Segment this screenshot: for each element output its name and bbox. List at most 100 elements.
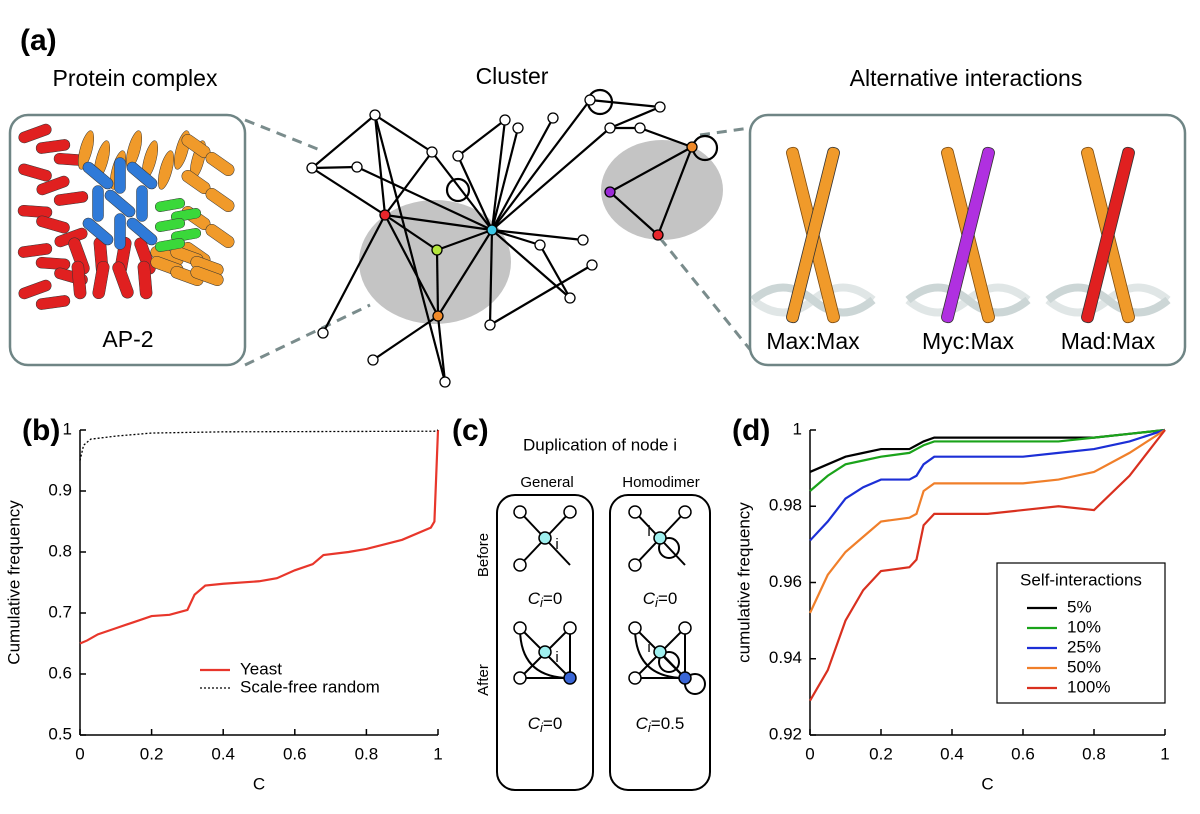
network-edge (384, 213, 493, 232)
helix (92, 185, 104, 222)
helix (82, 161, 114, 190)
panel-label: (c) (452, 414, 489, 447)
network-edge (457, 155, 493, 231)
x-tick-label: 0 (75, 744, 84, 763)
y-axis-label: Cumulative frequency (4, 500, 23, 665)
network-edge (491, 117, 554, 231)
network-node (432, 310, 444, 322)
legend-label: Yeast (240, 659, 282, 678)
helix (17, 204, 53, 219)
network-edge (491, 99, 591, 231)
legend-label: 5% (1067, 597, 1092, 616)
network-edge (490, 127, 520, 231)
helix (36, 215, 70, 234)
helix (104, 189, 136, 218)
helix (157, 150, 175, 190)
dna (1045, 283, 1171, 317)
network-edge (356, 166, 493, 231)
coefficient: Ci=0 (643, 589, 678, 610)
dimer-images (750, 146, 1171, 324)
network-edge (384, 214, 438, 251)
helix (134, 237, 156, 275)
coefficient-part: =0 (543, 714, 562, 733)
motif-edge (519, 627, 571, 679)
network-node (499, 114, 511, 126)
network-node (512, 122, 524, 134)
y-axis-label: cumulative frequency (734, 502, 753, 663)
legend-label: 25% (1067, 637, 1101, 656)
legend-label: 10% (1067, 617, 1101, 636)
legend-label: 100% (1067, 677, 1110, 696)
network-edge (311, 167, 386, 216)
helix (154, 238, 186, 252)
helix (205, 152, 235, 176)
coefficient-part: i (540, 720, 544, 735)
motif-node (628, 558, 642, 572)
helix (786, 146, 840, 324)
coefficient-part: C (636, 714, 649, 733)
network-edge (437, 229, 493, 317)
data-line (809, 429, 1166, 702)
x-tick-label: 0.2 (869, 744, 893, 763)
helix (205, 188, 235, 212)
network-node (604, 186, 616, 198)
zoom-line (658, 237, 754, 353)
self-loop (445, 177, 471, 203)
helix (71, 260, 87, 300)
coefficient-part: =0 (658, 589, 677, 608)
y-tick-label: 0.94 (769, 648, 802, 667)
legend-title: Self-interactions (1020, 570, 1142, 589)
network-edge (609, 146, 693, 193)
alt-title: Alternative interactions (850, 65, 1083, 91)
network-edge (435, 249, 440, 317)
helix (114, 157, 126, 194)
helix (126, 217, 158, 246)
complex-name: AP-2 (102, 326, 153, 352)
x-tick-label: 0.6 (283, 744, 307, 763)
network-node (654, 101, 666, 113)
x-tick-label: 0 (805, 744, 814, 763)
self-loop (658, 537, 680, 559)
x-tick-label: 0.4 (940, 744, 964, 763)
network-node (634, 122, 646, 134)
self-loop (658, 651, 680, 673)
y-tick-label: 0.7 (48, 602, 72, 621)
x-tick-label: 1 (1160, 744, 1169, 763)
network-edge (436, 228, 493, 252)
motif-node (563, 621, 577, 635)
helix (112, 261, 134, 299)
coefficient-part: C (528, 589, 541, 608)
network-edge (539, 244, 571, 299)
network-node (652, 229, 664, 241)
network-node (379, 209, 391, 221)
motif-node (628, 621, 642, 635)
x-axis-label: C (253, 774, 265, 793)
helix (154, 218, 186, 232)
network-edge (384, 214, 439, 317)
motif-node (653, 531, 667, 545)
network-node (351, 161, 363, 173)
motif-node (513, 505, 527, 519)
motif-node (513, 671, 527, 685)
helix (114, 213, 126, 250)
data-line (79, 429, 440, 645)
legend-label: 50% (1067, 657, 1101, 676)
helix (82, 217, 114, 246)
y-tick-label: 0.5 (48, 724, 72, 743)
network-edge (490, 119, 507, 231)
helix (18, 279, 52, 300)
dimer-label: Max:Max (766, 328, 860, 354)
node-label: i (647, 639, 650, 656)
coefficient: Ci=0 (528, 714, 563, 735)
y-tick-label: 0.8 (48, 541, 72, 560)
network-edge (491, 127, 611, 231)
column-label: General (520, 474, 573, 491)
network-edge (609, 105, 661, 130)
network-edge (436, 315, 447, 383)
panel-label: (d) (732, 414, 770, 447)
panel-label: (b) (22, 414, 60, 447)
helix (53, 191, 89, 206)
motif-node (538, 645, 552, 659)
y-tick-label: 0.9 (48, 480, 72, 499)
